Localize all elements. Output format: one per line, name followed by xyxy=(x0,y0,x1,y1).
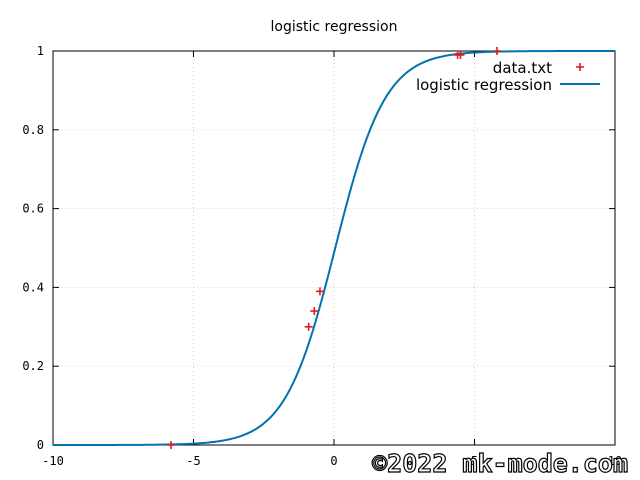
regression-curve-layer xyxy=(53,50,615,446)
y-tick-label: 0.8 xyxy=(22,123,44,137)
x-tick-label: 0 xyxy=(330,454,337,468)
watermark: ©2022 mk-mode.com xyxy=(372,449,628,478)
data-point xyxy=(310,307,319,316)
data-point xyxy=(167,441,176,449)
data-point xyxy=(304,322,313,331)
data-point xyxy=(492,47,501,55)
data-points-layer xyxy=(167,47,501,449)
legend-label-regression: logistic regression xyxy=(416,76,552,94)
y-tick-label: 0.4 xyxy=(22,280,44,294)
x-tick-label: 10 xyxy=(608,454,622,468)
y-tick-label: 0.6 xyxy=(22,202,44,216)
data-point xyxy=(315,287,324,296)
x-tick-label: -5 xyxy=(186,454,200,468)
chart-title: logistic regression xyxy=(271,19,398,35)
regression-curve xyxy=(53,50,615,446)
grid xyxy=(53,51,615,445)
tick-labels: -10 -5 0 5 10 0 0.2 0.4 0.6 0.8 1 xyxy=(22,44,622,468)
axes xyxy=(52,50,616,446)
y-tick-label: 0 xyxy=(37,438,44,452)
y-tick-label: 1 xyxy=(37,44,44,58)
x-tick-label: -10 xyxy=(42,454,64,468)
x-tick-label: 5 xyxy=(471,454,478,468)
y-tick-label: 0.2 xyxy=(22,359,44,373)
data-point xyxy=(456,50,465,59)
legend-label-data: data.txt xyxy=(493,59,552,77)
